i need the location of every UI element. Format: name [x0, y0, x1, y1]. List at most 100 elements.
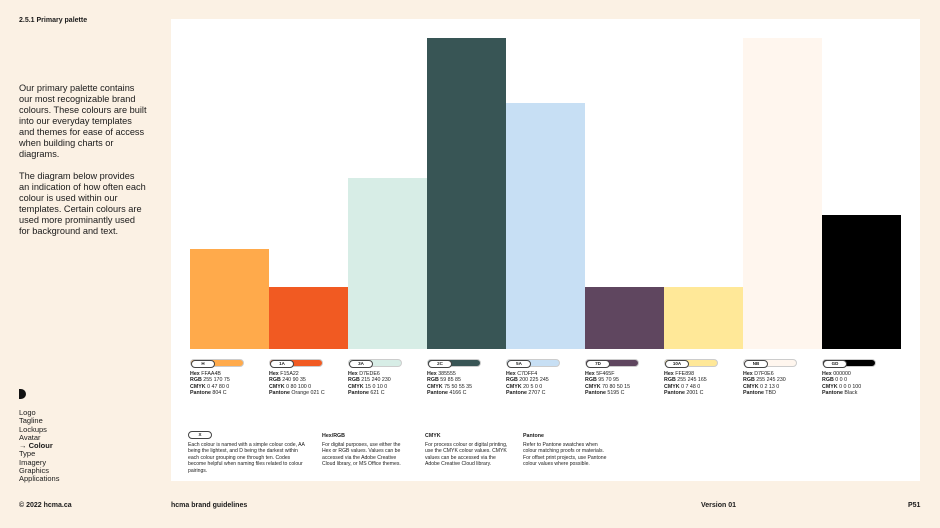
swatch-rgb-row: RGB 200 225 245 [506, 377, 549, 383]
swatch-rgb-value: 255 245 230 [756, 377, 786, 384]
swatch-cmyk-value: 70 80 50 15 [602, 383, 631, 390]
swatch-rgb-row: RGB 95 70 95 [585, 377, 630, 383]
swatch-hex-value: F15A22 [280, 371, 299, 377]
swatch-cmyk-label: CMYK [822, 383, 838, 390]
swatch-code-label: NB [744, 360, 768, 368]
swatch-pantone-row: Pantone 2707 C [506, 390, 549, 396]
swatch-rgb-row: RGB 255 245 165 [664, 377, 707, 383]
bar-1a [269, 286, 348, 349]
swatch-values-10a: Hex FFE898 RGB 255 245 165 CMYK 0 7 48 0 Pa… [664, 371, 707, 397]
bar-h [190, 249, 269, 349]
swatch-code-label: 2C [428, 360, 452, 368]
nav-item-applications[interactable]: Applications [19, 474, 60, 484]
swatch-pill-1a: 1A [269, 359, 323, 368]
bar-nb [743, 38, 822, 349]
swatch-hex-value: D7EDE6 [359, 371, 380, 377]
swatch-cmyk-value: 20 5 0 0 [523, 383, 543, 390]
nav-item-lockups[interactable]: Lockups [19, 424, 47, 434]
pantone-description: Refer to Pantone swatches when colour ma… [523, 442, 607, 468]
swatch-pantone-row: Pantone 5195 C [585, 390, 630, 396]
swatch-pantone-value: 804 C [212, 390, 227, 397]
intro-paragraph-1: Our primary palette contains our most re… [19, 83, 147, 159]
swatch-rgb-row: RGB 0 0 0 [822, 377, 861, 383]
swatch-rgb-label: RGB [743, 377, 755, 384]
swatch-pantone-label: Pantone [427, 390, 448, 397]
footer-page-number: P51 [908, 502, 921, 509]
swatch-code-label: 5A [507, 360, 531, 368]
swatch-rgb-row: RGB 215 240 230 [348, 377, 391, 383]
swatch-hex-value: 5F465F [596, 371, 615, 377]
swatch-rgb-value: 59 85 85 [440, 377, 461, 384]
swatch-pantone-label: Pantone [585, 390, 606, 397]
swatch-pantone-value: Black [844, 390, 858, 397]
swatch-rgb-value: 255 170 75 [203, 377, 230, 384]
swatch-rgb-row: RGB 59 85 85 [427, 377, 472, 383]
swatch-rgb-label: RGB [348, 377, 360, 384]
swatch-hex-label: Hex [190, 371, 200, 377]
swatch-pantone-label: Pantone [269, 390, 290, 397]
swatch-cmyk-row: CMYK 0 7 48 0 [664, 384, 707, 390]
nav-item-logo[interactable]: Logo [19, 408, 36, 417]
swatch-pantone-label: Pantone [190, 390, 211, 397]
nav-item-type[interactable]: Type [19, 449, 36, 459]
swatch-hex-row: Hex FFE898 [664, 371, 707, 377]
swatch-hex-label: Hex [269, 371, 279, 377]
nav-item-avatar[interactable]: Avatar [19, 432, 41, 442]
bar-10a [664, 286, 743, 349]
swatch-values-nb: Hex D7F0E6 RGB 255 245 230 CMYK 0 2 13 0 Pa… [743, 371, 786, 397]
swatch-pantone-label: Pantone [664, 390, 685, 397]
swatch-hex-label: Hex [585, 371, 595, 377]
swatch-pill-nb: NB [743, 359, 797, 368]
swatch-hex-row: Hex C7DFF4 [506, 371, 549, 377]
swatch-cmyk-label: CMYK [664, 383, 680, 390]
hex-rgb-description: For digital purposes, use either the Hex… [322, 442, 401, 468]
swatch-hex-row: Hex FFAA4B [190, 371, 230, 377]
swatch-cmyk-value: 0 0 0 100 [839, 383, 862, 390]
footer-copyright: © 2022 hcma.ca [19, 502, 72, 509]
swatch-values-h: Hex FFAA4B RGB 255 170 75 CMYK 0 47 80 0 Pa… [190, 371, 230, 397]
cmyk-description: For process colour or digital printing, … [425, 442, 508, 468]
swatch-pantone-label: Pantone [348, 390, 369, 397]
swatch-code-label: GD [823, 360, 847, 368]
nav-item-colour[interactable]: → Colour [19, 441, 53, 451]
swatch-hex-value: D7F0E6 [754, 371, 774, 377]
swatch-values-2c: Hex 385555 RGB 59 85 85 CMYK 75 50 55 35 Pa… [427, 371, 472, 397]
nav-item-tagline[interactable]: Tagline [19, 416, 43, 426]
swatch-rgb-label: RGB [585, 377, 597, 384]
swatch-hex-row: Hex D7F0E6 [743, 371, 786, 377]
swatch-pantone-row: Pantone 621 C [348, 390, 391, 396]
bar-gd [822, 215, 901, 349]
swatch-hex-value: FFE898 [675, 371, 695, 377]
swatch-hex-label: Hex [743, 371, 753, 377]
swatch-code-label: 1A [270, 360, 294, 368]
swatch-rgb-value: 215 240 230 [361, 377, 391, 384]
swatch-pantone-row: Pantone 804 C [190, 390, 230, 396]
swatch-pantone-label: Pantone [743, 390, 764, 397]
swatch-pill-7d: 7D [585, 359, 639, 368]
nav-item-imagery[interactable]: Imagery [19, 457, 47, 467]
swatch-cmyk-label: CMYK [585, 383, 601, 390]
swatch-pantone-row: Pantone TBD [743, 390, 786, 396]
swatch-pantone-label: Pantone [506, 390, 527, 397]
swatch-pantone-value: 2707 C [528, 390, 546, 397]
swatch-hex-value: FFAA4B [201, 371, 221, 377]
swatch-values-gd: Hex 000000 RGB 0 0 0 CMYK 0 0 0 100 Pantone… [822, 371, 861, 397]
swatch-pill-3a: 3A [348, 359, 402, 368]
swatch-code-label: 10A [665, 360, 689, 368]
swatch-values-5a: Hex C7DFF4 RGB 200 225 245 CMYK 20 5 0 0 Pa… [506, 371, 549, 397]
swatch-pantone-value: 5195 C [607, 390, 625, 397]
swatch-cmyk-label: CMYK [269, 383, 285, 390]
swatch-rgb-row: RGB 255 170 75 [190, 377, 230, 383]
swatch-hex-label: Hex [348, 371, 358, 377]
section-nav: Logo Tagline Lockups Avatar → Colour Typ… [19, 408, 60, 484]
nav-item-graphics[interactable]: Graphics [19, 466, 50, 476]
swatch-pantone-value: TBD [765, 390, 776, 397]
bar-5a [506, 103, 585, 349]
swatch-rgb-label: RGB [506, 377, 518, 384]
section-title: 2.5.1 Primary palette [19, 17, 88, 24]
swatch-cmyk-value: 0 47 80 0 [207, 383, 230, 390]
code-key-pill: X [188, 431, 212, 439]
footer-version: Version 01 [701, 502, 737, 509]
